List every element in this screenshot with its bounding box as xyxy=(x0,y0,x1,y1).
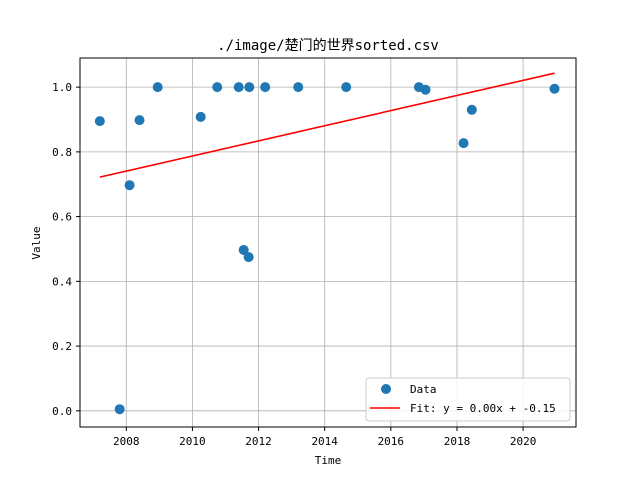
x-tick-label: 2012 xyxy=(245,435,272,448)
data-point xyxy=(293,82,304,93)
y-tick-label: 0.4 xyxy=(52,275,72,288)
data-points-layer xyxy=(94,82,560,415)
legend-marker-data xyxy=(381,384,391,394)
data-point xyxy=(244,82,255,93)
x-tick-label: 2020 xyxy=(510,435,537,448)
x-tick-label: 2018 xyxy=(444,435,471,448)
data-point xyxy=(260,82,271,93)
y-tick-label: 0.8 xyxy=(52,146,72,159)
x-tick-label: 2016 xyxy=(378,435,405,448)
legend-box xyxy=(365,377,571,422)
data-point xyxy=(238,244,249,255)
chart-title: ./image/楚门的世界sorted.csv xyxy=(217,38,439,54)
data-point xyxy=(243,252,254,263)
data-point xyxy=(134,115,145,126)
data-point xyxy=(212,82,223,93)
data-point xyxy=(94,116,105,127)
x-axis-ticks: 2008 2010 2012 2014 2016 2018 2020 xyxy=(113,427,536,448)
y-axis-label: Value xyxy=(30,226,43,259)
data-point xyxy=(458,138,469,149)
data-point xyxy=(233,82,244,93)
data-point xyxy=(195,111,206,122)
y-axis-ticks: 0.0 0.2 0.4 0.6 0.8 1.0 xyxy=(52,81,80,418)
data-point xyxy=(466,104,477,115)
data-point xyxy=(124,180,135,191)
y-tick-label: 1.0 xyxy=(52,81,72,94)
legend-label-data: Data xyxy=(410,383,437,396)
data-point xyxy=(341,82,352,93)
data-point xyxy=(420,84,431,95)
data-point xyxy=(549,83,560,94)
y-tick-label: 0.6 xyxy=(52,211,72,224)
x-tick-label: 2008 xyxy=(113,435,140,448)
grid xyxy=(80,58,576,427)
y-tick-label: 0.0 xyxy=(52,405,72,418)
legend: Data Fit: y = 0.00x + -0.15 xyxy=(365,377,571,422)
fit-line xyxy=(99,72,555,178)
fit-line-layer xyxy=(99,72,555,178)
y-tick-label: 0.2 xyxy=(52,340,72,353)
legend-label-fit: Fit: y = 0.00x + -0.15 xyxy=(410,402,556,415)
plot-frame xyxy=(79,57,577,428)
data-point xyxy=(152,82,163,93)
x-axis-label: Time xyxy=(315,454,342,467)
x-tick-label: 2014 xyxy=(311,435,338,448)
data-point xyxy=(114,404,125,415)
x-tick-label: 2010 xyxy=(179,435,206,448)
